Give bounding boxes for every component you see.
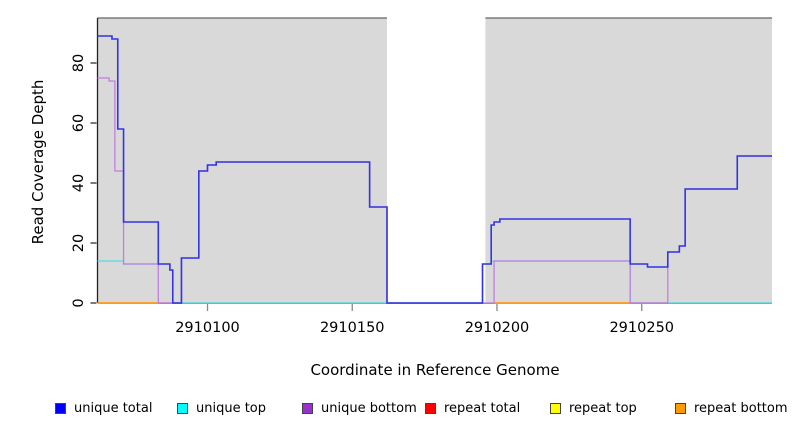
legend-label: repeat bottom xyxy=(694,400,788,416)
legend-item-repeat-total: repeat total xyxy=(425,399,520,417)
chart-legend: unique total unique top unique bottom repea… xyxy=(0,399,792,421)
legend-swatch-unique-total xyxy=(55,402,66,414)
y-axis-title: Read Coverage Depth xyxy=(29,79,47,245)
y-tick-label: 40 xyxy=(71,174,87,192)
legend-swatch-unique-bottom xyxy=(302,402,313,414)
legend-item-unique-bottom: unique bottom xyxy=(302,399,417,417)
x-tick-label: 2910150 xyxy=(320,320,385,336)
legend-swatch-unique-top xyxy=(177,402,188,414)
legend-swatch-repeat-top xyxy=(550,402,561,414)
legend-item-unique-total: unique total xyxy=(55,399,152,417)
x-tick-label: 2910100 xyxy=(175,320,240,336)
y-tick-label: 20 xyxy=(71,234,87,252)
x-tick-label: 2910250 xyxy=(609,320,674,336)
legend-item-repeat-bottom: repeat bottom xyxy=(675,399,788,417)
x-tick-label: 2910200 xyxy=(465,320,530,336)
y-tick-label: 0 xyxy=(71,298,87,307)
legend-label: repeat top xyxy=(569,400,637,416)
legend-label: unique bottom xyxy=(321,400,417,416)
legend-swatch-repeat-bottom xyxy=(675,402,686,414)
legend-label: unique top xyxy=(196,400,267,416)
legend-item-repeat-top: repeat top xyxy=(550,399,637,417)
legend-label: unique total xyxy=(74,400,153,416)
legend-swatch-repeat-total xyxy=(425,402,436,414)
legend-item-unique-top: unique top xyxy=(177,399,266,417)
y-tick-label: 60 xyxy=(71,114,87,132)
series-unique-total xyxy=(97,35,772,304)
legend-label: repeat total xyxy=(444,400,521,416)
y-tick-label: 80 xyxy=(71,54,87,72)
x-axis-title: Coordinate in Reference Genome xyxy=(310,361,560,379)
coverage-gap-region xyxy=(386,16,486,303)
